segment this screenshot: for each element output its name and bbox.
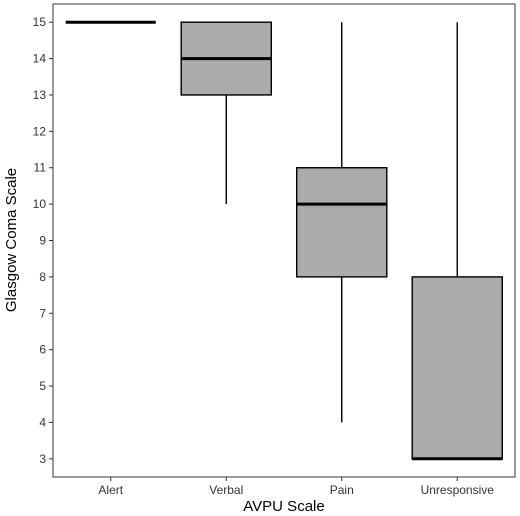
x-axis: Alert Verbal Pain Unresponsive — [98, 477, 494, 497]
y-axis: 3 4 5 6 7 8 9 10 11 12 13 14 15 — [33, 15, 53, 466]
x-tick-label: Verbal — [209, 483, 243, 497]
boxes-layer — [65, 20, 503, 461]
iqr-box — [411, 276, 503, 460]
x-axis-title: AVPU Scale — [243, 498, 324, 515]
x-tick-label: Alert — [98, 483, 123, 497]
y-tick-label: 9 — [39, 234, 46, 248]
box-unresponsive — [411, 22, 503, 461]
y-tick-label: 14 — [33, 52, 47, 66]
y-tick-label: 5 — [39, 379, 46, 393]
y-tick-label: 12 — [33, 124, 47, 138]
y-tick-label: 4 — [39, 415, 46, 429]
x-tick-label: Unresponsive — [421, 483, 495, 497]
y-axis-title: Glasgow Coma Scale — [3, 168, 20, 312]
y-tick-label: 15 — [33, 15, 47, 29]
y-tick-label: 13 — [33, 88, 47, 102]
y-tick-label: 11 — [34, 161, 47, 175]
box-verbal — [180, 21, 272, 205]
iqr-box — [296, 167, 388, 278]
y-tick-label: 8 — [39, 270, 46, 284]
y-tick-label: 10 — [33, 197, 47, 211]
y-tick-label: 7 — [39, 306, 46, 320]
y-tick-label: 6 — [39, 343, 46, 357]
x-tick-label: Pain — [330, 483, 354, 497]
box-pain — [296, 22, 388, 423]
y-tick-label: 3 — [39, 452, 46, 466]
